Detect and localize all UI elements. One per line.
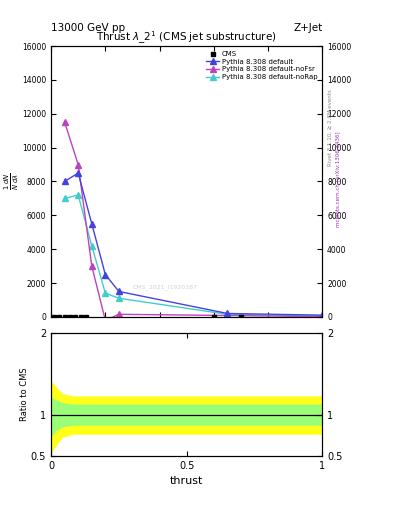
- Line: Pythia 8.308 default-noRap: Pythia 8.308 default-noRap: [62, 192, 325, 319]
- Y-axis label: $\frac{1}{N}\frac{dN}{d\lambda}$: $\frac{1}{N}\frac{dN}{d\lambda}$: [2, 173, 20, 190]
- Text: 13000 GeV pp: 13000 GeV pp: [51, 23, 125, 33]
- CMS: [73, 314, 78, 320]
- Pythia 8.308 default: [90, 221, 94, 227]
- X-axis label: thrust: thrust: [170, 476, 203, 486]
- CMS: [239, 314, 243, 320]
- Pythia 8.308 default-noRap: [62, 195, 67, 201]
- Pythia 8.308 default-noRap: [103, 290, 108, 296]
- Pythia 8.308 default-noRap: [225, 311, 230, 317]
- Pythia 8.308 default: [320, 312, 325, 318]
- Pythia 8.308 default-noRap: [320, 313, 325, 319]
- CMS: [79, 314, 83, 320]
- Pythia 8.308 default-noFsr: [225, 312, 230, 318]
- CMS: [57, 314, 62, 320]
- Pythia 8.308 default-noRap: [90, 243, 94, 249]
- Pythia 8.308 default-noRap: [76, 192, 81, 198]
- Line: Pythia 8.308 default: Pythia 8.308 default: [62, 170, 325, 318]
- Line: Pythia 8.308 default-noFsr: Pythia 8.308 default-noFsr: [62, 119, 325, 323]
- Pythia 8.308 default: [103, 271, 108, 278]
- Text: CMS_2021_I1920187: CMS_2021_I1920187: [132, 284, 197, 290]
- CMS: [51, 314, 56, 320]
- Y-axis label: Ratio to CMS: Ratio to CMS: [20, 367, 29, 421]
- Pythia 8.308 default-noFsr: [116, 311, 121, 317]
- Line: CMS: CMS: [52, 315, 243, 319]
- Pythia 8.308 default-noFsr: [103, 317, 108, 323]
- Text: Z+Jet: Z+Jet: [293, 23, 322, 33]
- CMS: [68, 314, 72, 320]
- Legend: CMS, Pythia 8.308 default, Pythia 8.308 default-noFsr, Pythia 8.308 default-noRa: CMS, Pythia 8.308 default, Pythia 8.308 …: [204, 48, 320, 83]
- Pythia 8.308 default: [225, 310, 230, 316]
- Pythia 8.308 default-noFsr: [62, 119, 67, 125]
- CMS: [62, 314, 67, 320]
- Pythia 8.308 default: [76, 170, 81, 176]
- Pythia 8.308 default-noFsr: [90, 263, 94, 269]
- Pythia 8.308 default: [116, 288, 121, 294]
- Pythia 8.308 default-noRap: [116, 295, 121, 301]
- Text: mcplots.cern.ch [arXiv:1306.3436]: mcplots.cern.ch [arXiv:1306.3436]: [336, 132, 341, 227]
- Text: Rivet 3.1.10, ≥ 2.8M events: Rivet 3.1.10, ≥ 2.8M events: [328, 90, 333, 166]
- CMS: [84, 314, 89, 320]
- Pythia 8.308 default: [62, 178, 67, 184]
- Pythia 8.308 default-noFsr: [76, 161, 81, 167]
- Title: Thrust $\lambda\_2^1$ (CMS jet substructure): Thrust $\lambda\_2^1$ (CMS jet substruct…: [96, 30, 277, 46]
- CMS: [211, 314, 216, 320]
- Pythia 8.308 default-noFsr: [320, 314, 325, 320]
